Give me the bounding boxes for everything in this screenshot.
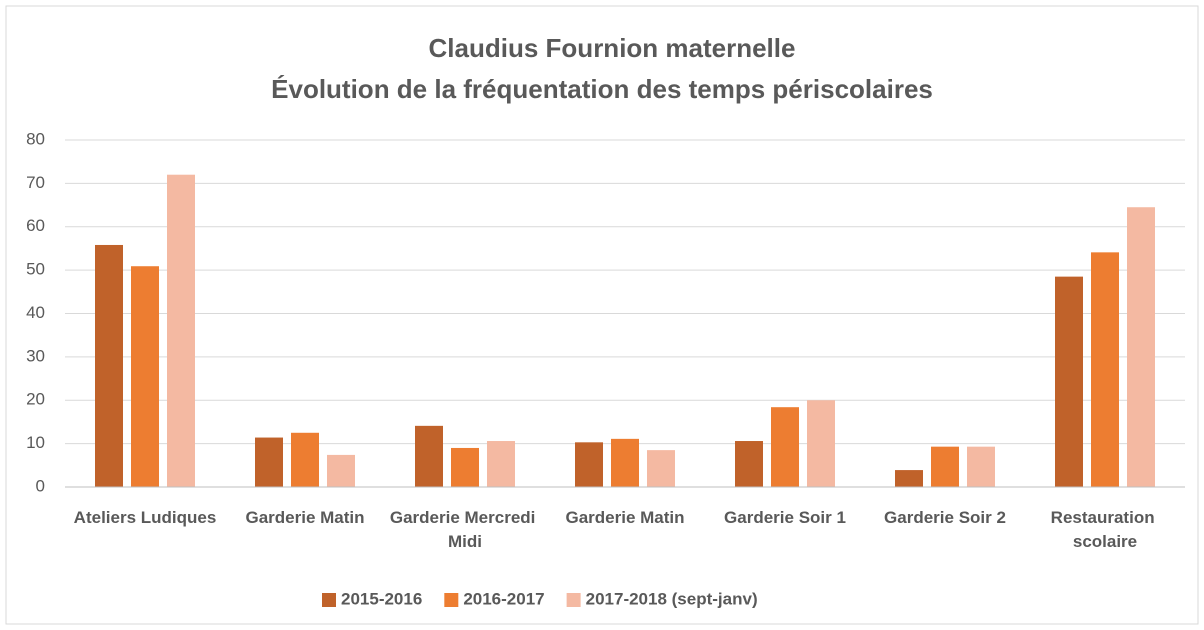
legend-swatch (444, 593, 459, 607)
y-tick-label: 10 (26, 433, 45, 452)
chart-title: Évolution de la fréquentation des temps … (271, 74, 933, 104)
x-tick-label: Garderie Matin (565, 508, 684, 527)
legend-swatch (566, 593, 581, 607)
bar (895, 470, 923, 487)
bar (771, 407, 799, 487)
bar (807, 400, 835, 487)
bar (1091, 252, 1119, 487)
y-tick-label: 40 (26, 303, 45, 322)
bar (931, 446, 959, 487)
bar (167, 174, 195, 487)
bar (131, 266, 159, 487)
y-tick-label: 0 (36, 476, 45, 495)
bar (415, 425, 443, 487)
x-tick-label: Garderie Matin (245, 508, 364, 527)
legend-label: 2015-2016 (341, 589, 422, 608)
x-tick-label: Ateliers Ludiques (74, 508, 217, 527)
x-tick-label: Restauration scolaire (1051, 508, 1160, 551)
y-tick-label: 50 (26, 260, 45, 279)
bar (1127, 207, 1155, 487)
x-tick-label: Garderie Mercredi Midi (390, 508, 540, 551)
bar (575, 442, 603, 487)
bar (1055, 276, 1083, 487)
chart-title: Claudius Fournion maternelle (429, 33, 796, 63)
y-tick-label: 30 (26, 346, 45, 365)
y-tick-label: 20 (26, 390, 45, 409)
y-tick-label: 80 (26, 129, 45, 148)
bar (255, 437, 283, 487)
x-tick-label: Garderie Soir 1 (724, 508, 846, 527)
bar (327, 454, 355, 487)
bar (967, 446, 995, 487)
y-tick-label: 70 (26, 173, 45, 192)
bar (487, 441, 515, 487)
legend-label: 2016-2017 (463, 589, 544, 608)
y-tick-label: 60 (26, 216, 45, 235)
chart-frame (5, 5, 1199, 625)
legend-label: 2017-2018 (sept-janv) (586, 589, 758, 608)
legend-swatch (322, 593, 336, 607)
bar (95, 244, 123, 487)
bar (735, 441, 763, 487)
bar (451, 447, 479, 487)
bar (647, 450, 675, 487)
bar (611, 438, 639, 487)
x-tick-label: Garderie Soir 2 (884, 508, 1006, 527)
bar (291, 432, 319, 487)
